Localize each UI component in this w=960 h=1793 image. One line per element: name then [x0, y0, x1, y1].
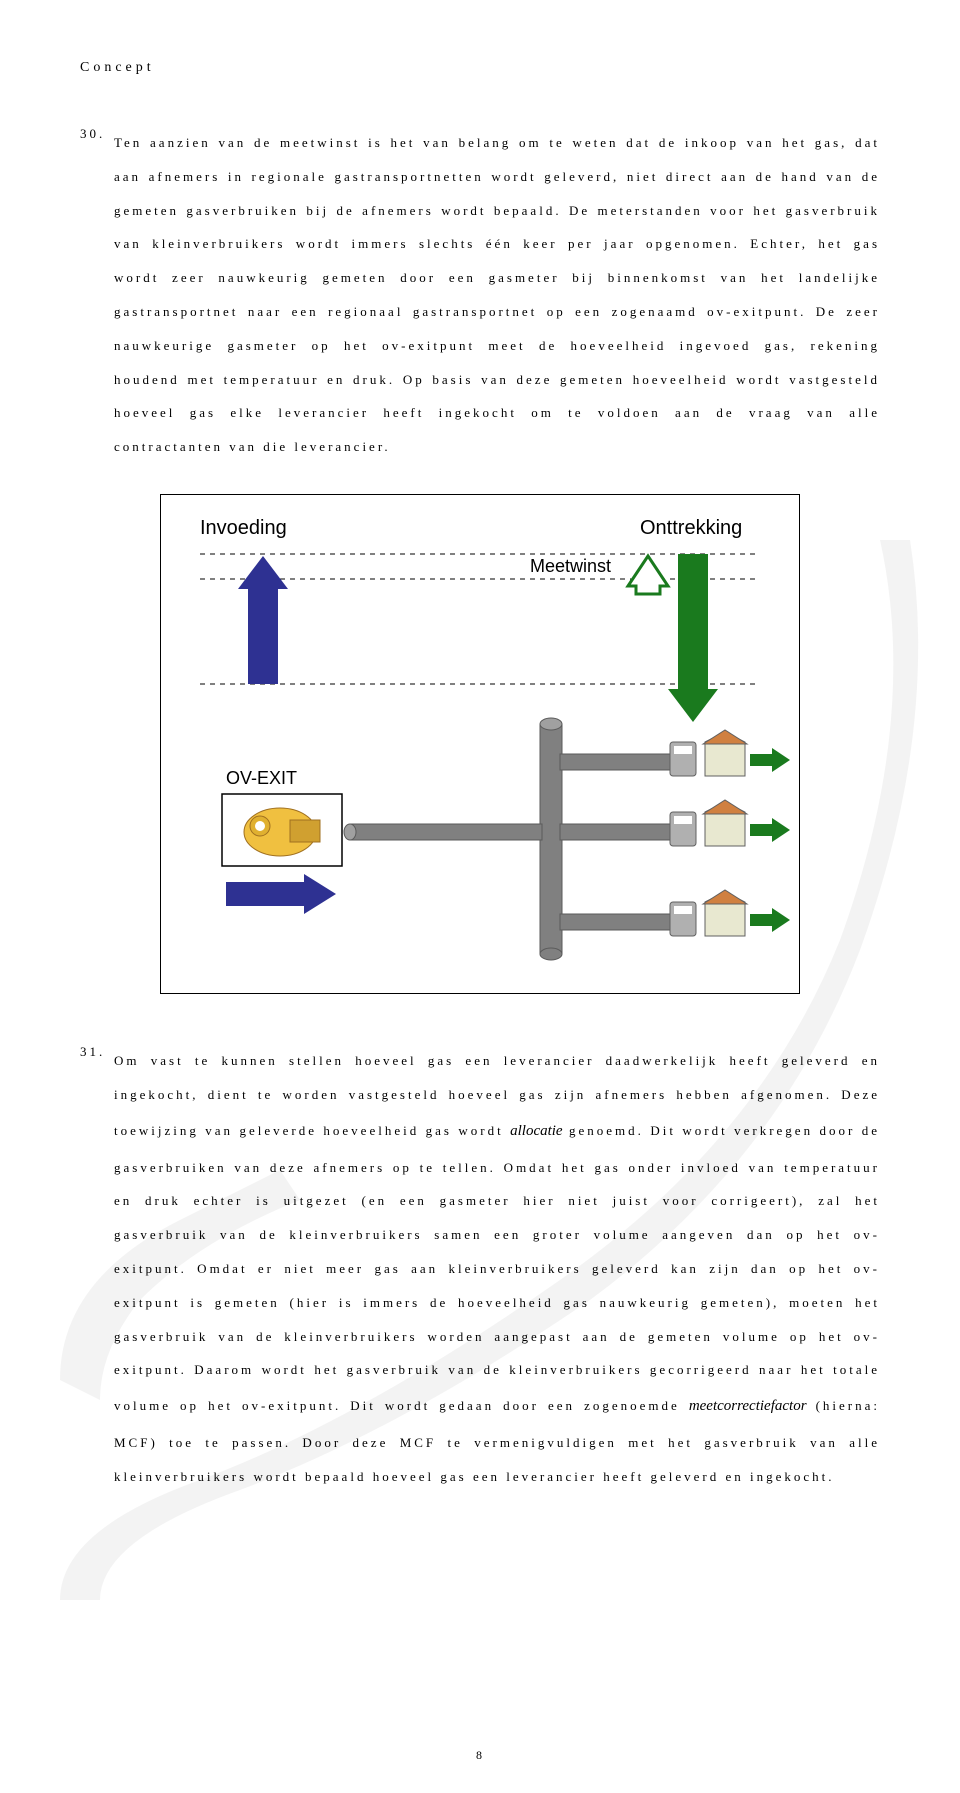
para31-mid: genoemd. Dit wordt verkregen door de gas…	[114, 1123, 880, 1414]
para31-text: Om vast te kunnen stellen hoeveel gas ee…	[114, 1044, 880, 1494]
page-number: 8	[476, 1748, 484, 1763]
para31-number: 31.	[80, 1044, 114, 1494]
label-ov-exit: OV-EXIT	[226, 768, 297, 788]
para31-italic-meetcorrectiefactor: meetcorrectiefactor	[689, 1398, 807, 1414]
page-header: Concept	[80, 60, 880, 76]
label-meetwinst: Meetwinst	[530, 556, 611, 576]
para30-number: 30.	[80, 126, 114, 464]
gas-flow-diagram: Invoeding Onttrekking Meetwinst	[160, 494, 800, 994]
para30-text: Ten aanzien van de meetwinst is het van …	[114, 126, 880, 464]
label-onttrekking: Onttrekking	[640, 517, 742, 539]
label-invoeding: Invoeding	[200, 517, 287, 539]
paragraph-31: 31. Om vast te kunnen stellen hoeveel ga…	[80, 1044, 880, 1494]
para31-italic-allocatie: allocatie	[510, 1123, 563, 1139]
paragraph-30: 30. Ten aanzien van de meetwinst is het …	[80, 126, 880, 464]
